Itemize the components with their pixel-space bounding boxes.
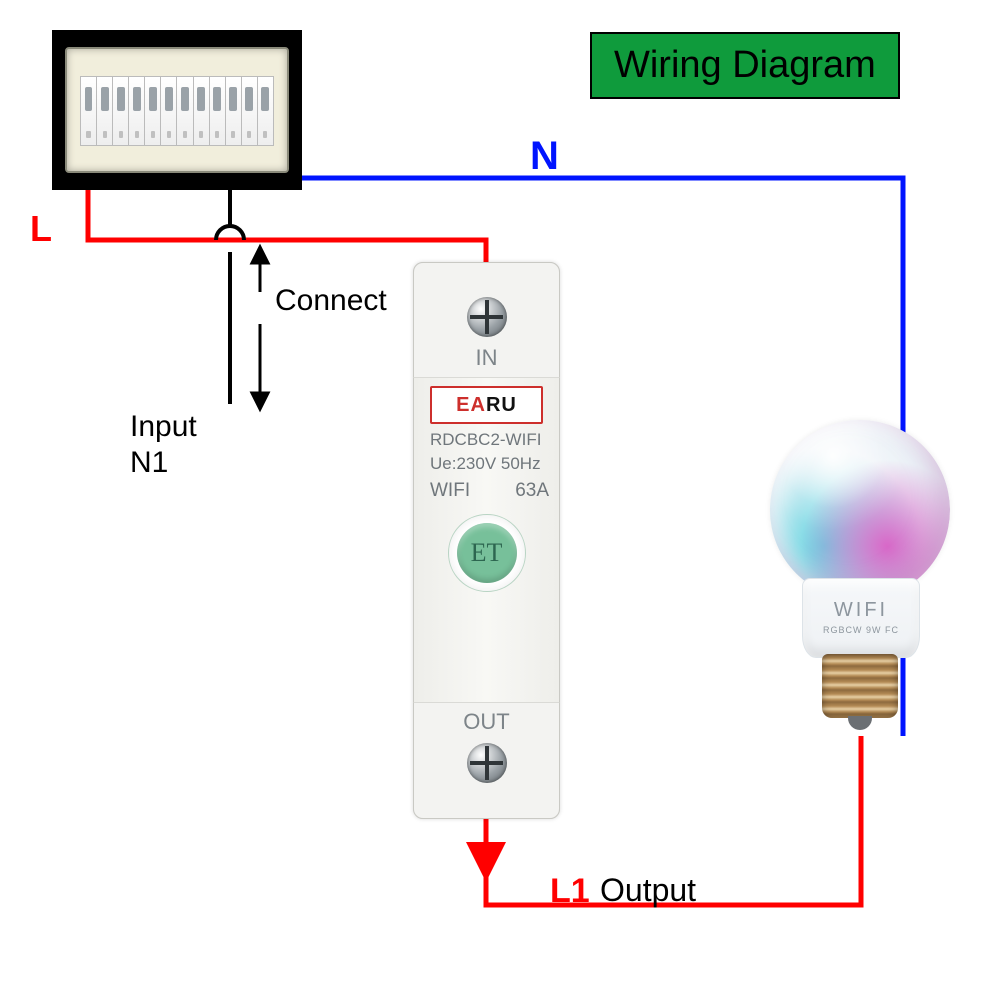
brand-plate: EARU (430, 386, 543, 424)
bulb-label: WIFI (803, 599, 919, 622)
label-l1: L1 (550, 872, 590, 911)
bulb-neck: WIFI RGBCW 9W FC (802, 578, 920, 658)
bulb-sublabel: RGBCW 9W FC (803, 625, 919, 635)
mini-breaker (258, 77, 273, 145)
device-top-section: IN (413, 262, 560, 379)
mini-breaker (242, 77, 258, 145)
mini-breaker (226, 77, 242, 145)
mini-breaker (81, 77, 97, 145)
rating-text: 63A (515, 480, 549, 502)
wire-n1-hop (216, 226, 244, 240)
mini-breaker (113, 77, 129, 145)
in-terminal-label: IN (414, 345, 559, 371)
label-n1: N1 (130, 446, 168, 480)
brand-text-b: RU (486, 394, 517, 417)
smart-bulb: WIFI RGBCW 9W FC (770, 420, 950, 730)
device-button[interactable]: ET (448, 514, 526, 592)
mini-breaker (210, 77, 226, 145)
title-banner: Wiring Diagram (590, 32, 900, 99)
smart-breaker: IN EARU RDCBC2-WIFI Ue:230V 50Hz WIFI 63… (413, 262, 560, 819)
breaker-strip (80, 76, 274, 146)
mini-breaker (145, 77, 161, 145)
device-button-glyph: ET (457, 523, 517, 583)
bulb-socket (822, 654, 898, 718)
terminal-screw-in (467, 297, 507, 337)
voltage-label: Ue:230V 50Hz (430, 454, 549, 474)
mini-breaker (97, 77, 113, 145)
mini-breaker (161, 77, 177, 145)
model-label: RDCBC2-WIFI (430, 430, 549, 450)
device-mid-section: EARU RDCBC2-WIFI Ue:230V 50Hz WIFI 63A E… (413, 377, 560, 704)
mini-breaker (129, 77, 145, 145)
brand-text-a: EA (456, 394, 486, 417)
label-neutral: N (530, 134, 559, 179)
device-bottom-section: OUT (413, 702, 560, 819)
label-connect: Connect (275, 284, 387, 318)
label-input: Input (130, 410, 197, 444)
mini-breaker (177, 77, 193, 145)
label-output: Output (600, 872, 696, 909)
bulb-glass (770, 420, 950, 600)
type-label: WIFI 63A (430, 480, 549, 502)
type-text: WIFI (430, 480, 470, 501)
distribution-box (52, 30, 302, 190)
label-live: L (30, 208, 52, 250)
bulb-tip (848, 716, 872, 730)
out-terminal-label: OUT (414, 709, 559, 735)
distribution-panel (65, 47, 289, 173)
terminal-screw-out (467, 743, 507, 783)
mini-breaker (194, 77, 210, 145)
